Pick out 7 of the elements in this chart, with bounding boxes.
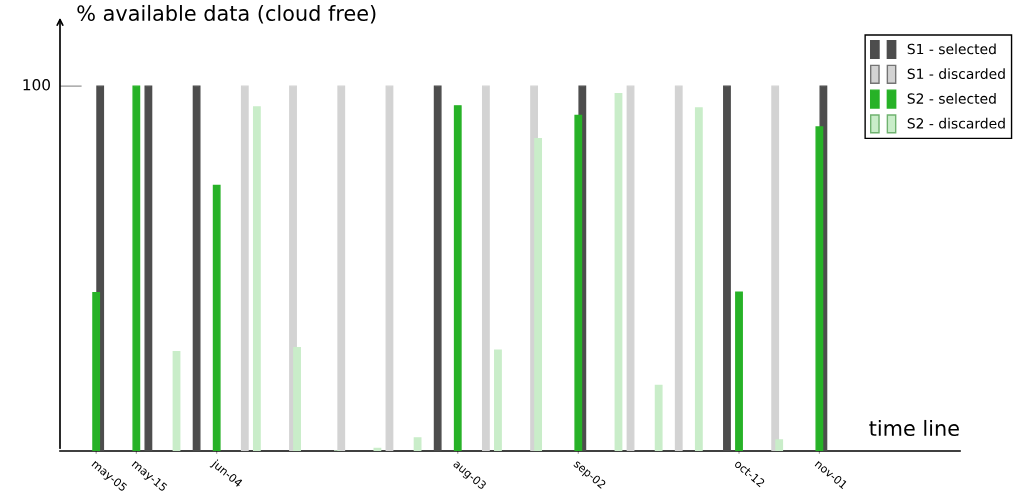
- legend-label: S2 - discarded: [907, 117, 1005, 129]
- x-axis-title: time line: [869, 419, 959, 437]
- y-axis-title: % available data (cloud free): [77, 4, 376, 24]
- legend-label: S2 - selected: [907, 93, 996, 104]
- ref-line-label: 100: [23, 79, 50, 91]
- legend-label: S1 - selected: [907, 43, 996, 55]
- legend-label: S1 - discarded: [907, 68, 1005, 80]
